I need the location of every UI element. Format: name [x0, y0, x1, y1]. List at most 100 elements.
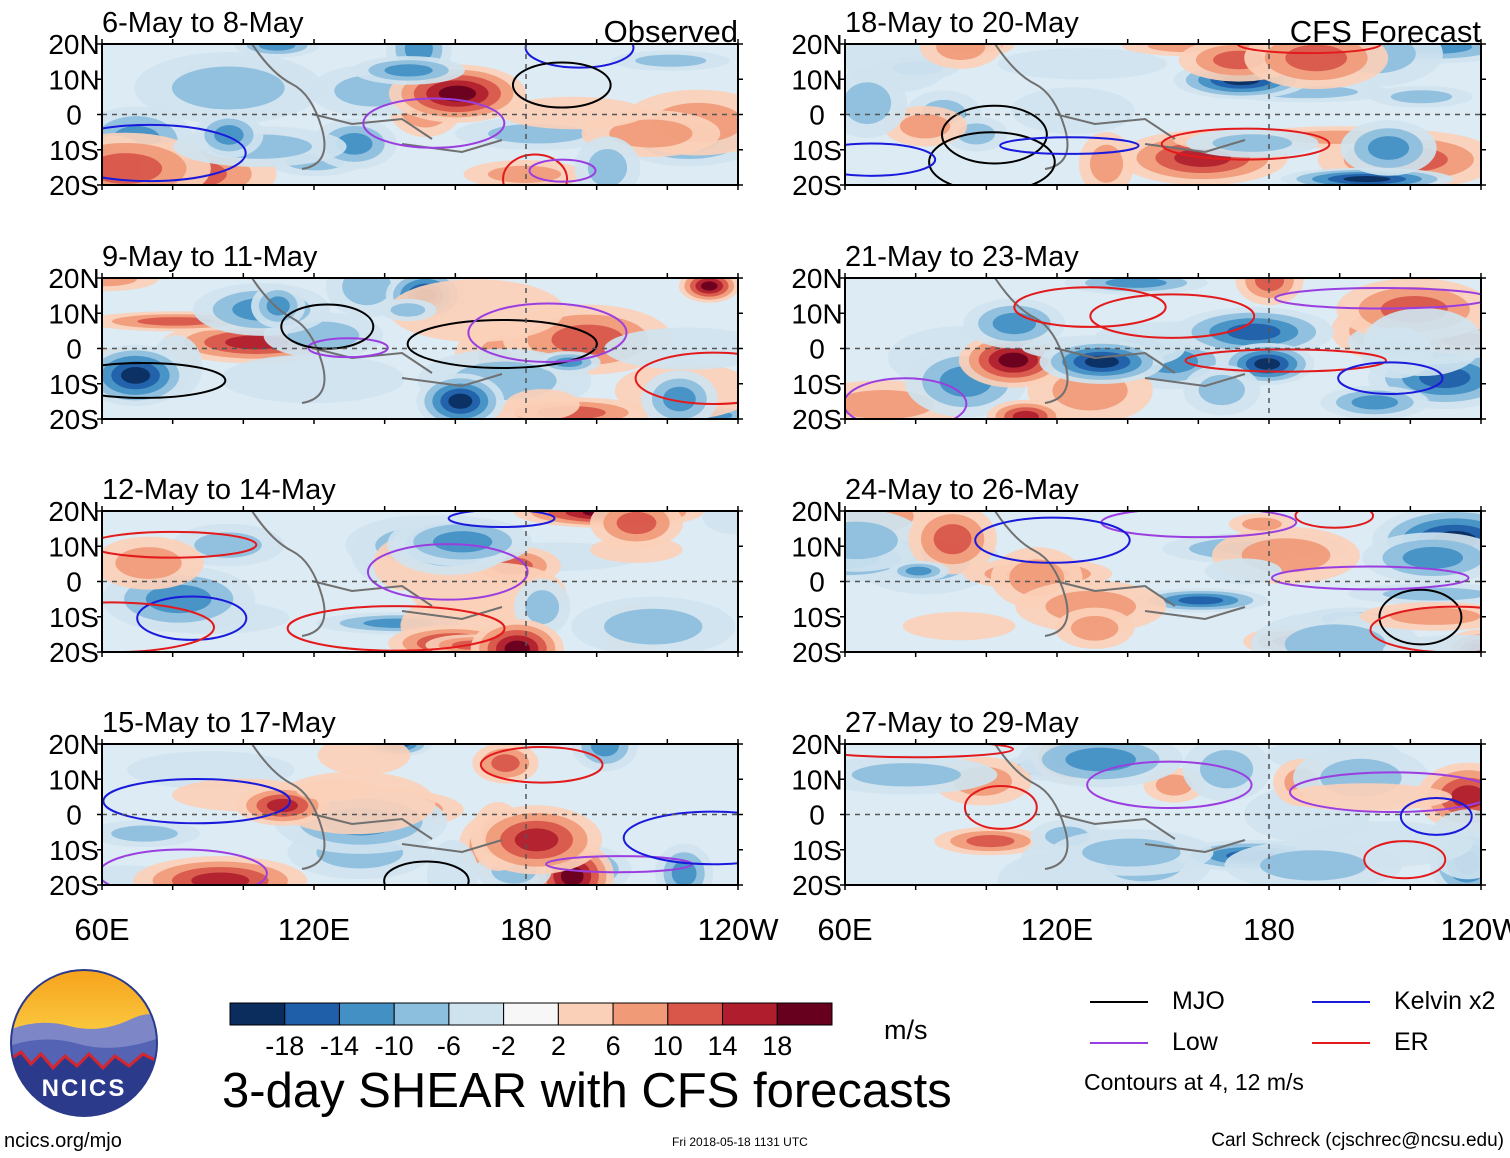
index-contour — [1399, 797, 1473, 836]
footer-timestamp: Fri 2018-05-18 1131 UTC — [672, 1135, 808, 1149]
y-tick-label: 0 — [809, 567, 825, 598]
colorbar-tick-label: -10 — [375, 1031, 414, 1061]
panel-field — [102, 44, 738, 185]
index-contour — [845, 377, 968, 419]
y-tick-label: 10N — [48, 531, 99, 562]
shear-blob — [1280, 783, 1453, 811]
shear-blob — [1284, 624, 1386, 652]
y-tick-label: 10S — [792, 135, 842, 166]
colorbar-tick-label: -14 — [320, 1031, 359, 1061]
y-tick-label: 20S — [49, 170, 99, 201]
index-contour — [1086, 760, 1253, 810]
panel-field — [845, 511, 1481, 652]
x-tick-label: 60E — [817, 912, 872, 947]
shear-blob — [504, 640, 530, 652]
panel-1-1: 20N 10N 0 10S 20S 21-May to 23-May — [791, 241, 1486, 435]
shear-blob — [1389, 607, 1481, 625]
colorbar-swatch — [448, 1002, 505, 1026]
y-tick-label: 0 — [809, 800, 825, 831]
coastline — [251, 511, 503, 637]
legend-item-kelvin: Kelvin x2 — [1312, 987, 1495, 1016]
legend-item-mjo: MJO — [1090, 987, 1225, 1016]
panel-0-1: 20N 10N 0 10S 20S 9-May to 11-May — [48, 241, 743, 435]
shear-blob — [137, 317, 215, 326]
panel-title: 9-May to 11-May — [102, 241, 318, 273]
shear-blob — [296, 779, 375, 801]
panel-field — [845, 744, 1481, 885]
shear-blob — [1204, 558, 1282, 585]
index-contour — [928, 131, 1056, 185]
index-contour — [1378, 588, 1463, 646]
column-label: Observed — [604, 14, 738, 49]
index-contour — [999, 136, 1140, 155]
y-tick-label: 20N — [48, 729, 99, 760]
shear-blob — [966, 835, 1015, 848]
shear-blob — [115, 547, 182, 580]
index-contour — [511, 61, 612, 109]
shear-blob — [1402, 546, 1464, 569]
ncics-logo: NCICS — [10, 969, 158, 1117]
shear-blob — [171, 66, 285, 110]
y-tick-label: 10N — [791, 764, 842, 795]
y-tick-label: 0 — [66, 334, 82, 365]
y-tick-label: 10N — [48, 298, 99, 329]
panel-0-3: 20N 10N 0 10S 20S 15-May to 17-May — [48, 707, 743, 901]
shear-blob — [191, 872, 250, 885]
legend-line-er — [1312, 1041, 1370, 1044]
index-contour — [102, 778, 292, 825]
shear-blob — [1070, 615, 1119, 641]
index-contour — [362, 97, 506, 149]
index-contour — [940, 104, 1048, 165]
shear-blob — [220, 354, 405, 404]
panel-1-0: 20N 10N 0 10S 20S 18-May to 20-May CFS Forecas… — [791, 7, 1486, 201]
colorbar-swatch — [776, 1002, 833, 1026]
legend-line-kelvin — [1312, 1000, 1370, 1003]
figure-title: 3-day SHEAR with CFS forecasts — [222, 1064, 952, 1118]
shear-blob — [702, 511, 738, 535]
x-tick-label: 120W — [698, 912, 780, 947]
shear-blob — [1260, 850, 1367, 881]
footer-author: Carl Schreck (cjschrec@ncsu.edu) — [1211, 1130, 1504, 1151]
shear-blob — [1089, 144, 1124, 183]
index-contour — [1013, 286, 1167, 328]
colorbar-swatch — [503, 1002, 559, 1026]
index-contour — [383, 860, 470, 885]
shear-blob — [102, 278, 138, 287]
legend-label-er: ER — [1394, 1028, 1429, 1056]
colorbar-swatch — [612, 1002, 669, 1026]
colorbar-swatch — [229, 1002, 286, 1026]
coastline — [251, 278, 503, 404]
y-tick-label: 20S — [792, 637, 842, 668]
y-tick-label: 20N — [48, 29, 99, 60]
index-contour — [102, 361, 227, 399]
index-contour — [280, 303, 375, 350]
index-contour — [1184, 348, 1388, 373]
panel-field — [102, 511, 738, 652]
shear-blob — [1351, 395, 1399, 410]
index-contour — [1337, 361, 1444, 395]
shear-blob — [1242, 517, 1282, 531]
colorbar-tick-label: 2 — [551, 1031, 566, 1061]
shear-blob — [1212, 134, 1292, 152]
panel-field — [845, 278, 1481, 419]
index-contour — [845, 744, 1015, 759]
index-contour — [1369, 605, 1481, 652]
shear-blob — [266, 296, 290, 316]
colorbar-tick-label: -18 — [265, 1031, 304, 1061]
shear-blob — [1155, 774, 1193, 796]
legend-item-low: Low — [1090, 1028, 1218, 1057]
shear-blob — [604, 608, 703, 645]
panel-field — [845, 44, 1481, 185]
y-tick-label: 0 — [809, 334, 825, 365]
shear-blob — [1285, 44, 1348, 72]
colorbar-units: m/s — [884, 1015, 928, 1045]
footer-url[interactable]: ncics.org/mjo — [4, 1130, 122, 1152]
shear-blob — [1254, 278, 1285, 292]
shear-blob — [1011, 87, 1135, 135]
colorbar-swatch — [338, 1002, 395, 1026]
index-contour — [1288, 771, 1481, 813]
colorbar-swatch — [667, 1002, 724, 1026]
shear-blob — [609, 119, 693, 148]
shear-blob — [635, 54, 707, 67]
